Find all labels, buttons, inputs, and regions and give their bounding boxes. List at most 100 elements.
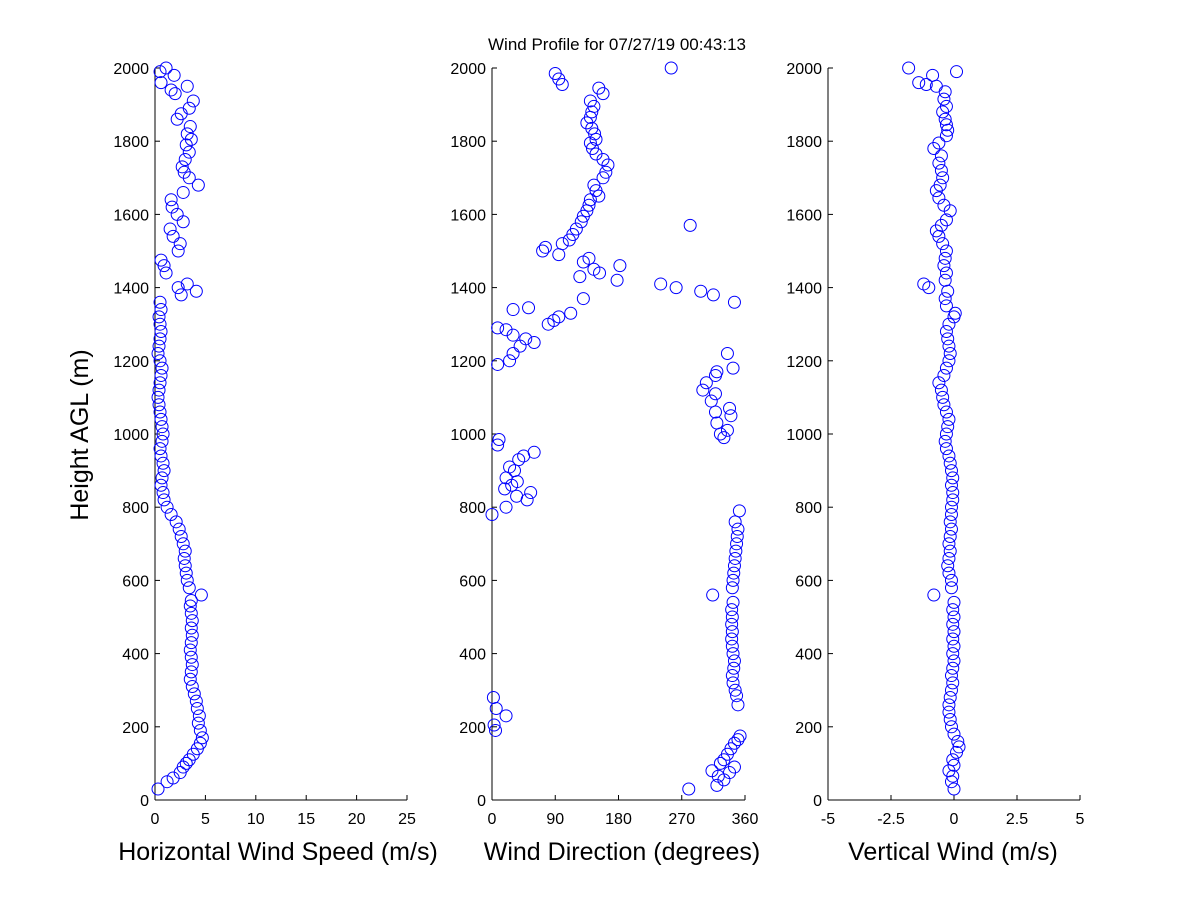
vertical-wind-x-tick-label: -5 [821, 811, 835, 828]
horizontal-wind-speed-data-point [171, 244, 185, 258]
vertical-wind-data-point [942, 339, 956, 353]
horizontal-wind-speed-data-point [156, 486, 170, 500]
wind-direction-data-point [536, 244, 550, 258]
horizontal-wind-speed-data-point [183, 643, 197, 657]
vertical-wind-data-point [946, 632, 960, 646]
wind-direction-data-point [491, 321, 505, 335]
wind-direction-data-point [499, 323, 513, 337]
horizontal-wind-speed-x-tick-label: 5 [201, 811, 210, 828]
horizontal-wind-speed-data-point [155, 434, 169, 448]
vertical-wind-data-point [941, 420, 955, 434]
wind-direction-data-point [585, 105, 599, 119]
horizontal-wind-speed-data-point [184, 650, 198, 664]
horizontal-wind-speed-data-point [156, 427, 170, 441]
wind-direction-data-point [727, 661, 741, 675]
horizontal-wind-speed-data-point [184, 621, 198, 635]
horizontal-wind-speed-data-point [176, 537, 190, 551]
vertical-wind-data-point [937, 259, 951, 273]
vertical-wind-data-point [950, 745, 964, 759]
wind-direction-data-point [728, 515, 742, 529]
vertical-wind-data-point [944, 478, 958, 492]
horizontal-wind-speed-data-point [180, 79, 194, 93]
wind-direction-data-point [725, 603, 739, 617]
wind-direction-data-point [706, 288, 720, 302]
wind-direction-data-point [730, 529, 744, 543]
wind-direction-data-point [725, 610, 739, 624]
vertical-wind-data-point [939, 299, 953, 313]
vertical-wind-y-tick-label: 2000 [786, 61, 822, 78]
wind-direction-data-point [654, 277, 668, 291]
horizontal-wind-speed-data-point [185, 680, 199, 694]
wind-direction-data-point [729, 544, 743, 558]
wind-direction-data-point [720, 346, 734, 360]
wind-direction-data-point [573, 270, 587, 284]
wind-direction-y-tick-label: 0 [477, 793, 486, 810]
wind-direction-data-point [492, 432, 506, 446]
vertical-wind-y-tick-label: 200 [795, 720, 822, 737]
vertical-wind-data-point [938, 251, 952, 265]
wind-direction-data-point [731, 733, 745, 747]
horizontal-wind-speed-data-point [180, 277, 194, 291]
vertical-wind-data-point [946, 471, 960, 485]
horizontal-wind-speed-data-point [190, 702, 204, 715]
horizontal-wind-speed-data-point [195, 731, 209, 745]
wind-direction-data-point [552, 248, 566, 262]
vertical-wind-data-point [939, 325, 953, 339]
vertical-wind-data-point [937, 92, 951, 106]
horizontal-wind-speed-data-point [193, 736, 207, 750]
wind-direction-data-point [547, 314, 561, 328]
horizontal-wind-speed-data-point [182, 753, 196, 767]
vertical-wind-data-point [943, 456, 957, 470]
horizontal-wind-speed-data-point [153, 376, 167, 390]
wind-direction-data-point [728, 551, 742, 565]
horizontal-wind-speed-data-point [164, 83, 178, 97]
wind-direction-y-tick-label: 200 [459, 720, 486, 737]
horizontal-wind-speed-data-point [184, 665, 198, 679]
vertical-wind-data-point [941, 284, 955, 298]
horizontal-wind-speed-data-point [164, 193, 178, 207]
wind-direction-data-point [527, 445, 541, 459]
vertical-wind-x-tick-label: -2.5 [877, 811, 905, 828]
wind-direction-data-point [583, 94, 597, 108]
wind-direction-data-point [727, 566, 741, 580]
wind-direction-data-point [507, 464, 521, 478]
horizontal-wind-speed-y-tick-label: 1600 [113, 207, 149, 224]
horizontal-wind-speed-data-point [186, 94, 200, 108]
vertical-wind-data-point [946, 493, 960, 507]
vertical-wind-data-point [942, 449, 956, 463]
vertical-wind-data-point [944, 500, 958, 514]
wind-direction-data-point [730, 537, 744, 551]
horizontal-wind-speed-data-point [175, 160, 189, 174]
horizontal-wind-speed-data-point [191, 178, 205, 192]
horizontal-wind-speed-data-point [152, 383, 166, 397]
horizontal-wind-speed-data-point [178, 153, 192, 166]
wind-direction-data-point [506, 346, 520, 360]
horizontal-wind-speed-data-point [183, 672, 197, 686]
horizontal-wind-speed-data-point [180, 127, 194, 141]
wind-direction-data-point [725, 639, 739, 653]
horizontal-wind-speed-data-point [174, 529, 188, 543]
horizontal-wind-speed-data-point [152, 310, 166, 324]
vertical-wind-y-tick-label: 1800 [786, 134, 822, 151]
wind-direction-data-point [694, 284, 708, 298]
wind-direction-data-point [596, 87, 610, 101]
vertical-wind-data-point [936, 237, 950, 251]
wind-direction-data-point [725, 625, 739, 639]
vertical-wind-data-point [947, 595, 961, 609]
wind-direction-data-point [498, 482, 512, 496]
vertical-wind-data-point [951, 734, 965, 748]
wind-direction-data-point [538, 240, 552, 254]
vertical-wind-data-point [946, 617, 960, 631]
horizontal-wind-speed-data-point [194, 588, 208, 602]
horizontal-wind-speed-data-point [163, 222, 177, 236]
vertical-wind-data-point [943, 712, 957, 726]
wind-direction-data-point [708, 387, 722, 401]
vertical-wind-data-point [934, 149, 948, 163]
wind-direction-data-point [512, 453, 526, 467]
vertical-wind-data-point [943, 515, 957, 529]
y-axis-title: Height AGL (m) [66, 349, 94, 520]
wind-direction-data-point [725, 617, 739, 631]
horizontal-wind-speed-data-point [186, 747, 200, 761]
vertical-wind-data-point [946, 603, 960, 617]
